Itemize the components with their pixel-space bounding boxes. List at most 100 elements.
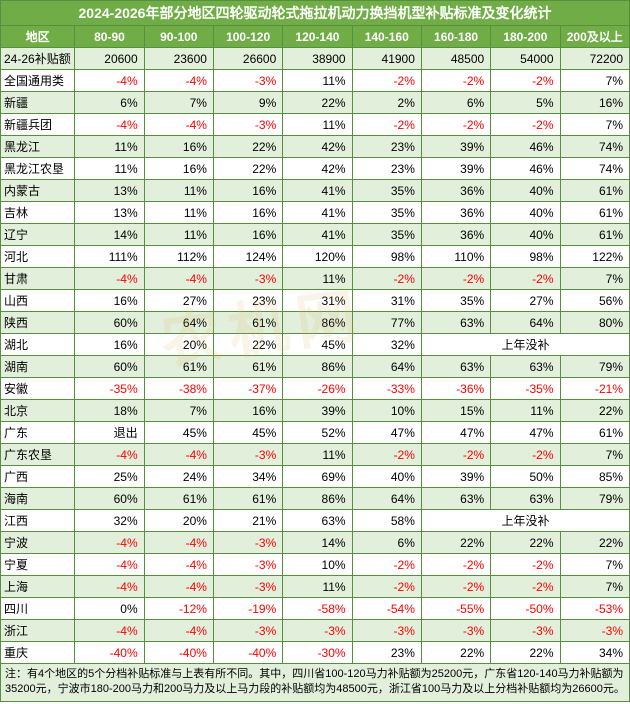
region-cell: 广东 [1, 422, 75, 444]
value-cell: 36% [421, 224, 490, 246]
value-cell: -2% [491, 70, 560, 92]
value-cell: 13% [75, 202, 144, 224]
value-cell: 69% [283, 466, 352, 488]
value-cell: 20% [144, 334, 213, 356]
value-cell: 60% [75, 312, 144, 334]
value-cell: -55% [421, 598, 490, 620]
value-cell: -4% [144, 620, 213, 642]
value-cell: 11% [75, 136, 144, 158]
value-cell: -3% [421, 620, 490, 642]
region-cell: 北京 [1, 400, 75, 422]
value-cell: 122% [560, 246, 629, 268]
table-row: 全国通用类-4%-4%-3%11%-2%-2%-2%7% [1, 70, 630, 92]
value-cell: -2% [421, 70, 490, 92]
value-cell: -4% [144, 444, 213, 466]
value-cell: 61% [144, 356, 213, 378]
region-cell: 广西 [1, 466, 75, 488]
value-cell: 86% [283, 312, 352, 334]
value-cell: 6% [421, 92, 490, 114]
value-cell: 7% [560, 268, 629, 290]
value-cell: 124% [213, 246, 282, 268]
value-cell: 35% [352, 224, 421, 246]
value-cell: -37% [213, 378, 282, 400]
value-cell: 22% [491, 642, 560, 664]
region-cell: 宁夏 [1, 554, 75, 576]
region-cell: 重庆 [1, 642, 75, 664]
value-cell: 6% [75, 92, 144, 114]
value-cell: 15% [421, 400, 490, 422]
value-cell: 61% [213, 356, 282, 378]
value-cell: 86% [283, 488, 352, 510]
table-row: 甘肃-4%-4%-3%11%-2%-2%-2%7% [1, 268, 630, 290]
value-cell: 42% [283, 136, 352, 158]
value-cell: 34% [560, 642, 629, 664]
value-cell: 63% [283, 510, 352, 532]
region-cell: 宁波 [1, 532, 75, 554]
value-cell: -35% [75, 378, 144, 400]
table-row: 江西32%20%21%63%58%上年没补 [1, 510, 630, 532]
value-cell: 40% [491, 180, 560, 202]
value-cell: -3% [491, 620, 560, 642]
table-row: 广东退出45%45%52%47%47%47%61% [1, 422, 630, 444]
table-container: { "title": "2024-2026年部分地区四轮驱动轮式拖拉机动力换挡机… [0, 0, 630, 702]
value-cell: -40% [213, 642, 282, 664]
region-cell: 陕西 [1, 312, 75, 334]
value-cell: 23% [352, 642, 421, 664]
table-title: 2024-2026年部分地区四轮驱动轮式拖拉机动力换挡机型补贴标准及变化统计 [1, 1, 630, 26]
region-cell: 黑龙江 [1, 136, 75, 158]
value-cell: 22% [560, 400, 629, 422]
value-cell: -2% [491, 444, 560, 466]
value-cell: 11% [144, 180, 213, 202]
value-cell: 61% [560, 224, 629, 246]
value-cell: -3% [213, 268, 282, 290]
region-cell: 安徽 [1, 378, 75, 400]
no-subsidy-cell: 上年没补 [421, 334, 629, 356]
value-cell: 5% [491, 92, 560, 114]
value-cell: -4% [144, 554, 213, 576]
subsidy-table: 2024-2026年部分地区四轮驱动轮式拖拉机动力换挡机型补贴标准及变化统计地区… [0, 0, 630, 702]
value-cell: 41% [283, 180, 352, 202]
value-cell: 112% [144, 246, 213, 268]
value-cell: 36% [421, 180, 490, 202]
value-cell: 11% [283, 576, 352, 598]
col-range: 80-90 [75, 26, 144, 48]
table-note: 注：有4个地区的5个分档补贴标准与上表有所不同。其中，四川省100-120马力补… [1, 664, 630, 702]
value-cell: -4% [75, 268, 144, 290]
table-row: 陕西60%64%61%86%77%63%64%80% [1, 312, 630, 334]
value-cell: 64% [352, 356, 421, 378]
value-cell: 36% [421, 202, 490, 224]
value-cell: 31% [283, 290, 352, 312]
value-cell: -2% [491, 576, 560, 598]
value-cell: 45% [283, 334, 352, 356]
value-cell: -2% [491, 268, 560, 290]
subsidy-value: 54000 [491, 48, 560, 70]
value-cell: 39% [421, 136, 490, 158]
value-cell: 16% [213, 202, 282, 224]
value-cell: 22% [421, 532, 490, 554]
value-cell: 47% [421, 422, 490, 444]
table-row: 海南60%61%61%86%64%63%63%79% [1, 488, 630, 510]
table-row: 山西16%27%23%31%31%35%27%56% [1, 290, 630, 312]
value-cell: 63% [491, 488, 560, 510]
col-range: 200及以上 [560, 26, 629, 48]
value-cell: 14% [75, 224, 144, 246]
value-cell: -2% [352, 70, 421, 92]
value-cell: -3% [213, 576, 282, 598]
region-cell: 辽宁 [1, 224, 75, 246]
table-row: 新疆兵团-4%-4%-3%11%-2%-2%-2%7% [1, 114, 630, 136]
no-subsidy-cell: 上年没补 [421, 510, 629, 532]
value-cell: -2% [491, 114, 560, 136]
col-range: 140-160 [352, 26, 421, 48]
table-row: 吉林13%11%16%41%35%36%40%61% [1, 202, 630, 224]
col-range: 120-140 [283, 26, 352, 48]
value-cell: 18% [75, 400, 144, 422]
subsidy-value: 26600 [213, 48, 282, 70]
col-range: 90-100 [144, 26, 213, 48]
value-cell: 63% [421, 488, 490, 510]
value-cell: -12% [144, 598, 213, 620]
region-cell: 全国通用类 [1, 70, 75, 92]
value-cell: -2% [491, 554, 560, 576]
region-cell: 湖北 [1, 334, 75, 356]
value-cell: 47% [491, 422, 560, 444]
value-cell: 23% [352, 136, 421, 158]
